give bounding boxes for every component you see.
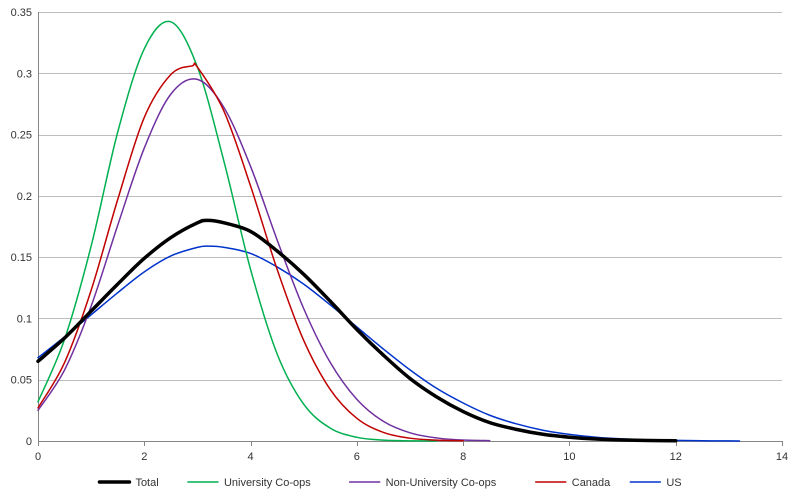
series-line-canada [37, 62, 464, 442]
series-lines [36, 20, 741, 443]
x-tick-label: 6 [354, 451, 360, 463]
y-tick-label: 0.05 [11, 375, 32, 387]
series-line-university-co-ops [37, 20, 438, 442]
y-tick-label: 0.1 [17, 313, 32, 325]
x-tick-label: 0 [35, 451, 41, 463]
tick-labels: 0 0.05 0.1 0.15 0.2 0.25 0.3 0.35 0 2 4 6 8 10 12 14 [11, 7, 789, 463]
legend: Total University Co-ops Non-University Co-… [97, 477, 682, 489]
legend-label-total: Total [135, 477, 158, 489]
series-line-non-university-co-ops [37, 78, 491, 442]
legend-label-university-co-ops: University Co-ops [224, 477, 311, 489]
y-tick-label: 0.3 [17, 68, 32, 80]
x-tick-label: 4 [248, 451, 254, 463]
legend-label-non-university-co-ops: Non-University Co-ops [386, 477, 497, 489]
y-tick-label: 0.25 [11, 130, 32, 142]
legend-label-canada: Canada [572, 477, 611, 489]
series-line-total [36, 218, 678, 443]
legend-label-us: US [666, 477, 681, 489]
x-tick-label: 8 [460, 451, 466, 463]
y-tick-label: 0 [26, 436, 32, 448]
x-tick-label: 2 [141, 451, 147, 463]
gridlines [38, 12, 782, 381]
x-tick-label: 12 [670, 451, 682, 463]
y-tick-label: 0.2 [17, 191, 32, 203]
x-tick-label: 14 [776, 451, 788, 463]
y-tick-label: 0.35 [11, 7, 32, 19]
x-tick-label: 10 [563, 451, 575, 463]
y-tick-label: 0.15 [11, 252, 32, 264]
